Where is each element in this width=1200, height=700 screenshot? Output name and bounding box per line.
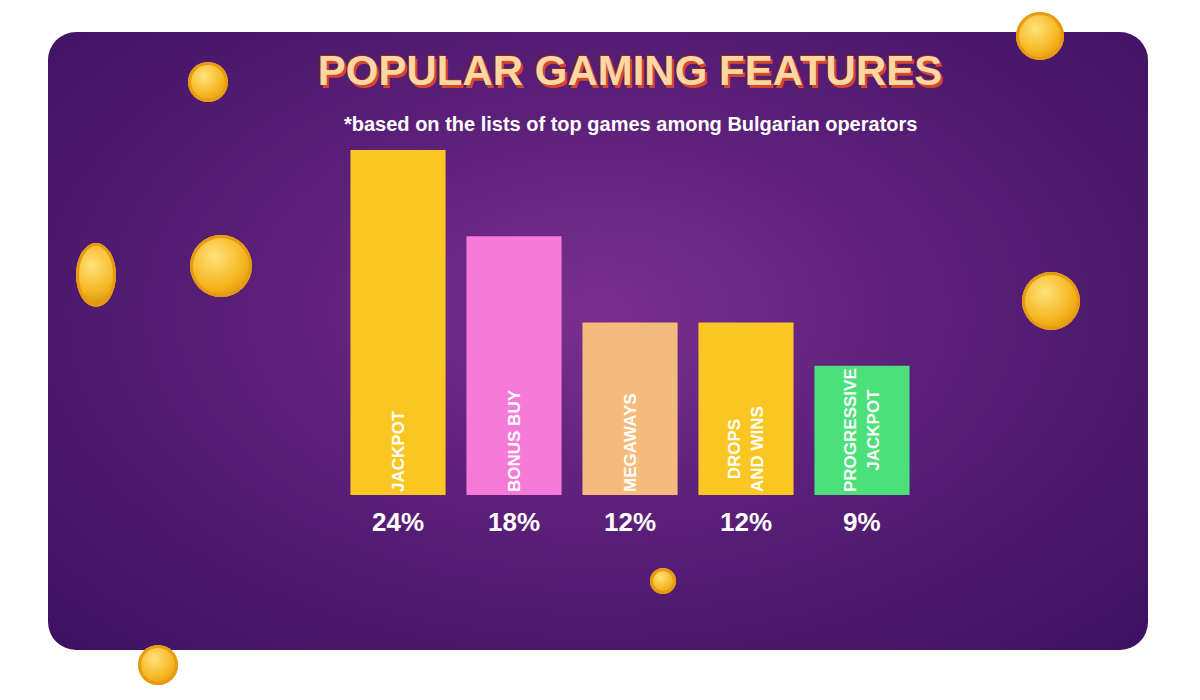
svg-text:*based on the lists of top gam: *based on the lists of top games among B… [344, 113, 917, 135]
svg-text:12%: 12% [604, 507, 656, 537]
svg-text:DROPSAND WINS: DROPSAND WINS [725, 406, 766, 492]
svg-text:9%: 9% [843, 507, 881, 537]
svg-text:12%: 12% [720, 507, 772, 537]
svg-text:PROGRESSIVEJACKPOT: PROGRESSIVEJACKPOT [841, 368, 882, 492]
svg-text:POPULAR GAMING FEATURES: POPULAR GAMING FEATURES [318, 47, 943, 94]
svg-text:MEGAWAYS: MEGAWAYS [621, 393, 640, 492]
svg-text:BONUS BUY: BONUS BUY [505, 389, 524, 492]
svg-text:24%: 24% [372, 507, 424, 537]
svg-text:18%: 18% [488, 507, 540, 537]
svg-text:JACKPOT: JACKPOT [389, 410, 408, 492]
